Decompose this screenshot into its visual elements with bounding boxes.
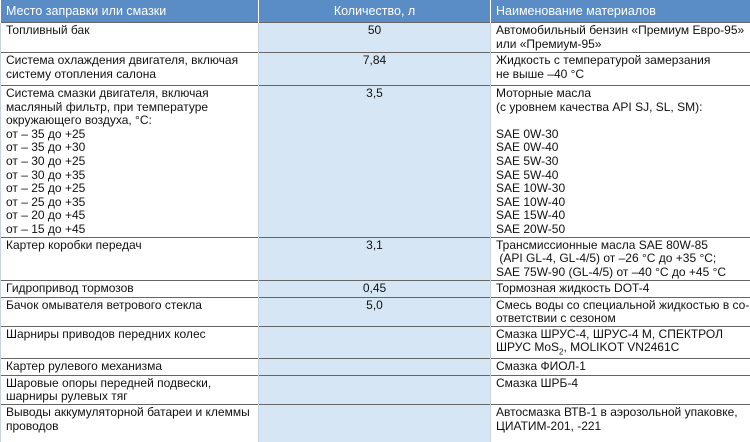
text-line: или «Премиум-95» [496, 38, 750, 52]
text-line: SAE 10W-30 [496, 182, 750, 196]
text-line: Картер коробки передач [6, 239, 258, 253]
text-line: систему отопления салона [6, 68, 258, 82]
text-part: , MOLIKOT VN2461C [564, 340, 680, 354]
text-line: Шарниры приводов передних колес [6, 328, 258, 342]
text-line: от – 30 до +35 [6, 169, 258, 183]
text-line: Тормозная жидкость DOT-4 [496, 282, 750, 296]
amount-cell: 7,84 [259, 53, 491, 86]
text-line: ШРУС MoS2, MOLIKOT VN2461C [496, 341, 750, 355]
amount-cell: 3,1 [259, 237, 491, 280]
table-row: Картер рулевого механизма Смазка ФИОЛ-1 [1, 358, 750, 375]
place-cell: Шаровые опоры передней подвески,шарниры … [1, 375, 259, 404]
header-cell: Количество, л [259, 0, 491, 23]
text-line: шарниры рулевых тяг [6, 390, 258, 404]
place-cell: Гидропривод тормозов [1, 280, 259, 297]
text-line: Выводы аккумуляторной батареи и клеммы [6, 406, 258, 420]
header-cell: Место заправки или смазки [1, 0, 259, 23]
text-line: SAE 0W-30 [496, 128, 750, 142]
material-cell: Автосмазка ВТВ-1 в аэрозольной упаковке,… [491, 404, 750, 442]
material-cell: Автомобильный бензин «Премиум Евро-95»ил… [491, 23, 750, 53]
text-line: от – 15 до +45 [6, 223, 258, 237]
text-line: от – 35 до +25 [6, 128, 258, 142]
text-line: ЦИАТИМ-201, -221 [496, 420, 750, 434]
text-line: масляный фильтр, при температуре [6, 101, 258, 115]
header-row: Место заправки или смазки Количество, л … [1, 0, 750, 23]
text-line: от – 30 до +25 [6, 155, 258, 169]
material-cell: Смазка ФИОЛ-1 [491, 358, 750, 375]
amount-cell [259, 358, 491, 375]
text-line: Система смазки двигателя, включая [6, 87, 258, 101]
text-line: Шаровые опоры передней подвески, [6, 377, 258, 391]
text-line: Картер рулевого механизма [6, 360, 258, 374]
text-line: Система охлаждения двигателя, включая [6, 54, 258, 68]
text-line: SAE 15W-40 [496, 209, 750, 223]
text-line: SAE 75W-90 (GL-4/5) от –40 °С до +45 °С [496, 266, 750, 280]
text-line: Топливный бак [6, 24, 258, 38]
material-cell: Смазка ШРБ-4 [491, 375, 750, 404]
text-line: Смесь воды со специальной жидкостью в со… [496, 299, 750, 313]
place-cell: Картер рулевого механизма [1, 358, 259, 375]
amount-cell: 0,45 [259, 280, 491, 297]
text-line: от – 20 до +45 [6, 209, 258, 223]
text-line: от – 35 до +30 [6, 141, 258, 155]
text-line: проводов [6, 420, 258, 434]
text-line: Трансмиссионные масла SAE 80W-85 [496, 239, 750, 253]
text-line: окружающего воздуха, °С: [6, 114, 258, 128]
text-line: Смазка ФИОЛ-1 [496, 360, 750, 374]
place-cell: Топливный бак [1, 23, 259, 53]
amount-cell: 50 [259, 23, 491, 53]
text-line: (с уровнем качества API SJ, SL, SM): [496, 101, 750, 115]
material-cell: Тормозная жидкость DOT-4 [491, 280, 750, 297]
text-line: SAE 0W-40 [496, 141, 750, 155]
place-cell: Бачок омывателя ветрового стекла [1, 297, 259, 326]
table-row: Шарниры приводов передних колес Смазка ШР… [1, 326, 750, 358]
text-line: Гидропривод тормозов [6, 282, 258, 296]
amount-cell [259, 375, 491, 404]
text-line: Моторные масла [496, 87, 750, 101]
text-line: от – 25 до +35 [6, 196, 258, 210]
text-line: SAE 10W-40 [496, 196, 750, 210]
text-line: Автомобильный бензин «Премиум Евро-95» [496, 24, 750, 38]
material-cell: Трансмиссионные масла SAE 80W-85 (API GL… [491, 237, 750, 280]
text-line: Автосмазка ВТВ-1 в аэрозольной упаковке, [496, 406, 750, 420]
text-line: Смазка ШРБ-4 [496, 377, 750, 391]
table-row: Шаровые опоры передней подвески,шарниры … [1, 375, 750, 404]
text-line: Смазка ШРУС-4, ШРУС-4 М, СПЕКТРОЛ [496, 328, 750, 342]
text-line: SAE 5W-40 [496, 169, 750, 183]
header-cell: Наименование материалов [491, 0, 750, 23]
place-cell: Картер коробки передач [1, 237, 259, 280]
text-line: Бачок омывателя ветрового стекла [6, 299, 258, 313]
text-line: ответствии с сезоном [496, 312, 750, 326]
material-cell: Смесь воды со специальной жидкостью в со… [491, 297, 750, 326]
amount-cell: 3,5 [259, 86, 491, 238]
text-line: не выше –40 °С [496, 68, 750, 82]
place-cell: Шарниры приводов передних колес [1, 326, 259, 358]
amount-cell: 5,0 [259, 297, 491, 326]
text-line: от – 25 до +25 [6, 182, 258, 196]
text-line: (API GL-4, GL-4/5) от –26 °С до +35 °С; [496, 252, 750, 266]
amount-cell [259, 326, 491, 358]
material-cell: Моторные масла(с уровнем качества API SJ… [491, 86, 750, 238]
amount-cell [259, 404, 491, 442]
text-part: ШРУС MoS [496, 340, 559, 354]
text-line: Жидкость с температурой замерзания [496, 54, 750, 68]
text-line: SAE 20W-50 [496, 223, 750, 237]
text-line: SAE 5W-30 [496, 155, 750, 169]
